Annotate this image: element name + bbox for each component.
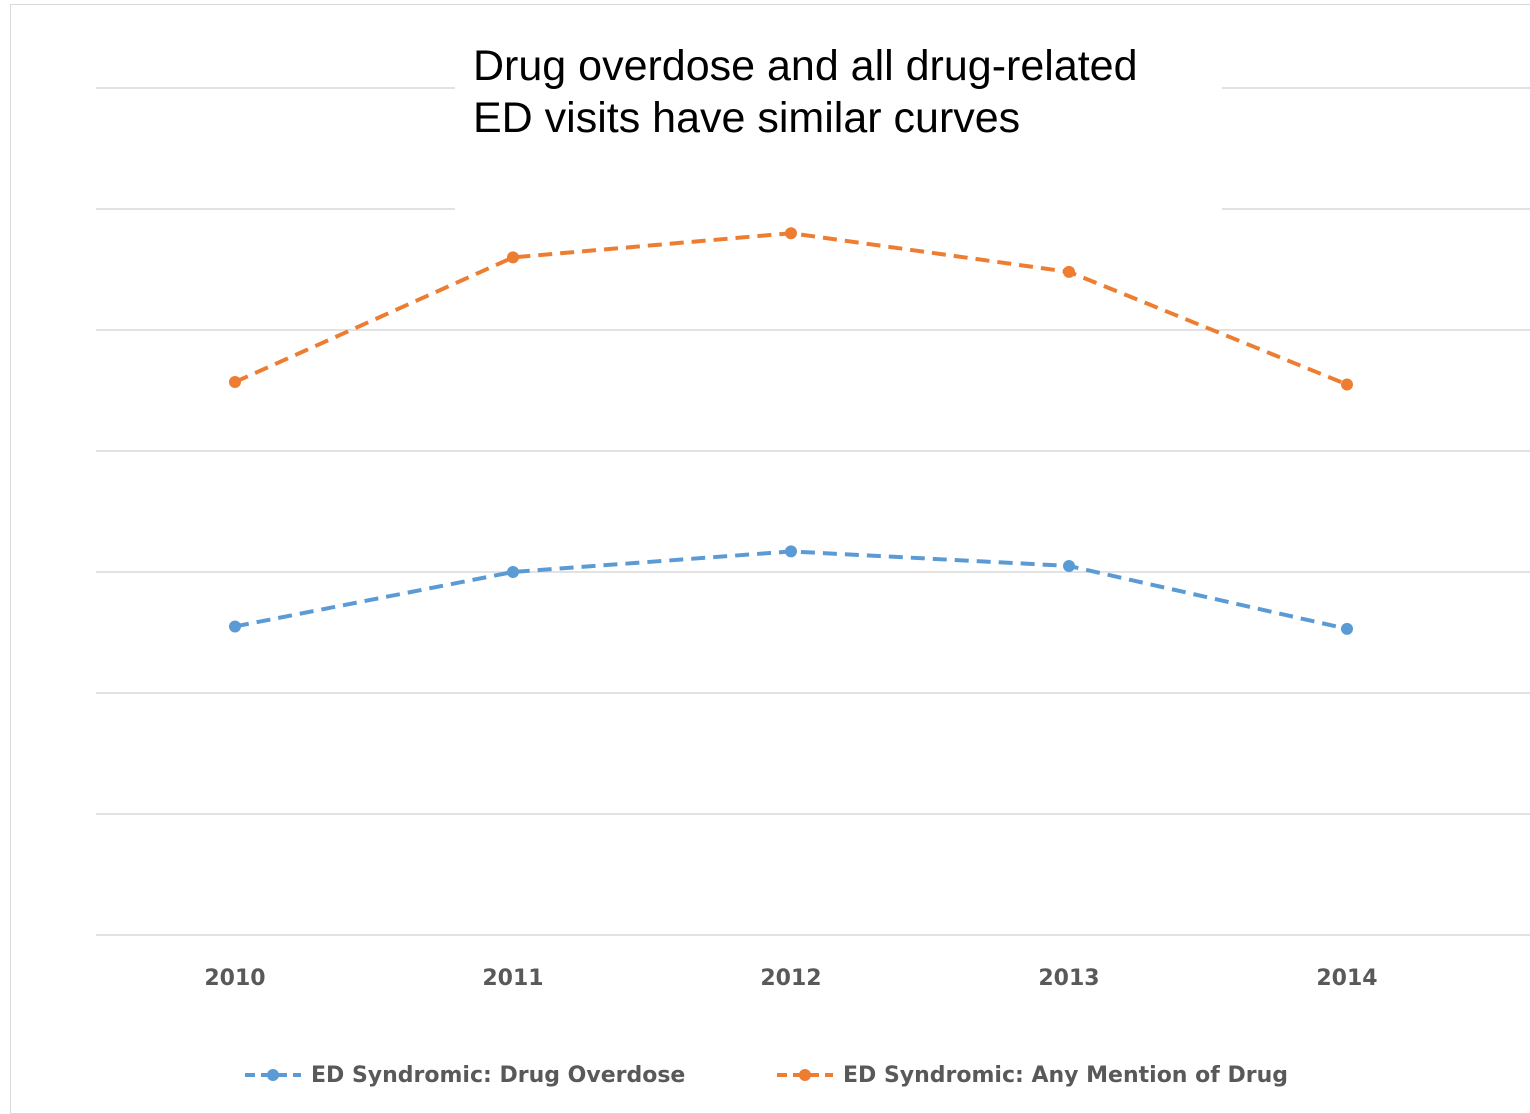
legend: ED Syndromic: Drug Overdose ED Syndromic… <box>0 1060 1530 1090</box>
x-tick-label: 2012 <box>760 966 821 991</box>
legend-label-drug-overdose: ED Syndromic: Drug Overdose <box>311 1062 686 1088</box>
x-tick-label: 2014 <box>1316 966 1377 991</box>
x-tick-label: 2013 <box>1038 966 1099 991</box>
x-tick-label: 2011 <box>482 966 543 991</box>
legend-item-any-mention-of-drug: ED Syndromic: Any Mention of Drug <box>775 1060 1288 1090</box>
legend-swatch-any-mention-of-drug <box>777 1069 833 1081</box>
data-point <box>507 251 519 264</box>
x-tick-label: 2010 <box>204 966 265 991</box>
gridlines <box>96 87 1530 936</box>
legend-swatch-drug-overdose <box>245 1069 301 1081</box>
data-point <box>229 376 241 389</box>
legend-item-drug-overdose: ED Syndromic: Drug Overdose <box>243 1060 685 1090</box>
series-1 <box>229 227 1353 391</box>
series-line <box>234 231 1348 387</box>
data-point <box>785 545 797 558</box>
legend-label-any-mention-of-drug: ED Syndromic: Any Mention of Drug <box>843 1062 1288 1088</box>
series-layer <box>229 227 1353 635</box>
data-point <box>1063 265 1075 278</box>
data-point <box>1341 378 1353 391</box>
data-point <box>507 566 519 578</box>
series-line <box>234 549 1348 631</box>
series-0 <box>229 545 1353 635</box>
data-point <box>1341 622 1353 635</box>
data-point <box>229 620 241 633</box>
data-point <box>1063 559 1075 572</box>
x-axis-tick-labels: 2010 2011 2012 2013 2014 <box>204 966 1377 991</box>
chart-title: Drug overdose and all drug-related ED vi… <box>455 36 1222 211</box>
data-point <box>785 227 797 240</box>
